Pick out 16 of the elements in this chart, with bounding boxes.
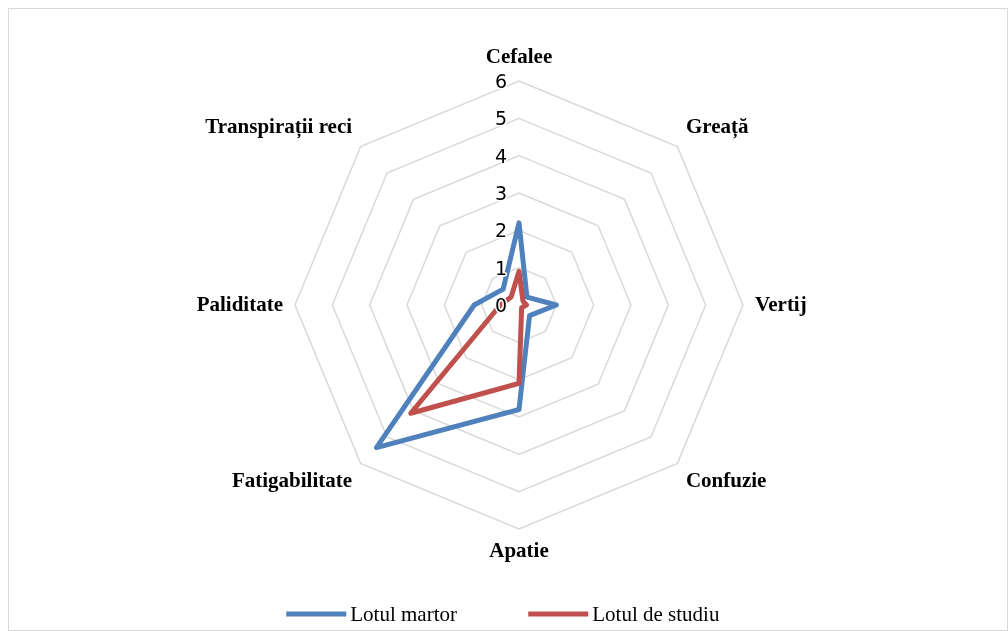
spoke-label: Greață [685, 113, 749, 139]
spoke-label: Transpirații reci [205, 113, 353, 139]
spoke-label: Apatie [489, 538, 549, 562]
y-tick-label: 4 [494, 144, 507, 167]
y-tick-label: 2 [494, 219, 507, 242]
y-tick-label: 1 [494, 256, 507, 279]
legend-label: Lotul martor [350, 602, 457, 626]
spoke-label: Paliditate [196, 292, 283, 316]
legend-label: Lotul de studiu [592, 602, 720, 626]
spoke-label: Fatigabilitate [231, 468, 353, 493]
y-tick-label: 6 [494, 70, 507, 92]
y-tick-label: 5 [494, 107, 507, 130]
y-tick-label: 3 [494, 182, 507, 204]
spoke-label: Confuzie [685, 468, 767, 493]
spoke-label: Cefalee [485, 44, 553, 68]
spoke-label: Vertij [755, 292, 807, 316]
